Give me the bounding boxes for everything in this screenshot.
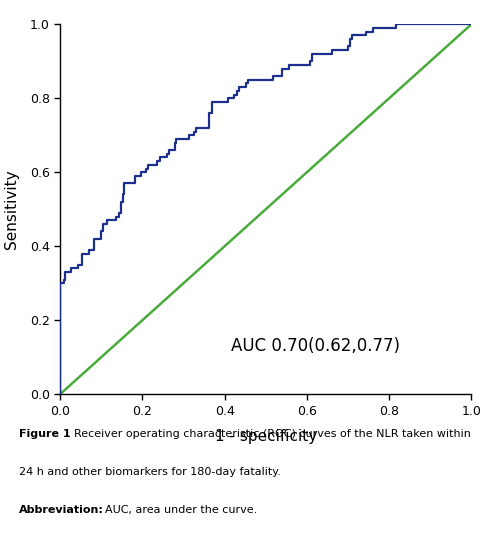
Text: AUC, area under the curve.: AUC, area under the curve. bbox=[105, 505, 256, 515]
X-axis label: 1 - specificity: 1 - specificity bbox=[214, 429, 316, 444]
Text: 24 h and other biomarkers for 180-day fatality.: 24 h and other biomarkers for 180-day fa… bbox=[19, 467, 280, 477]
Text: Figure 1: Figure 1 bbox=[19, 429, 71, 440]
Text: AUC 0.70(0.62,0.77): AUC 0.70(0.62,0.77) bbox=[230, 337, 399, 355]
Y-axis label: Sensitivity: Sensitivity bbox=[3, 170, 19, 249]
Text: Abbreviation:: Abbreviation: bbox=[19, 505, 104, 515]
Text: Receiver operating characteristic (ROC) curves of the NLR taken within: Receiver operating characteristic (ROC) … bbox=[74, 429, 470, 440]
